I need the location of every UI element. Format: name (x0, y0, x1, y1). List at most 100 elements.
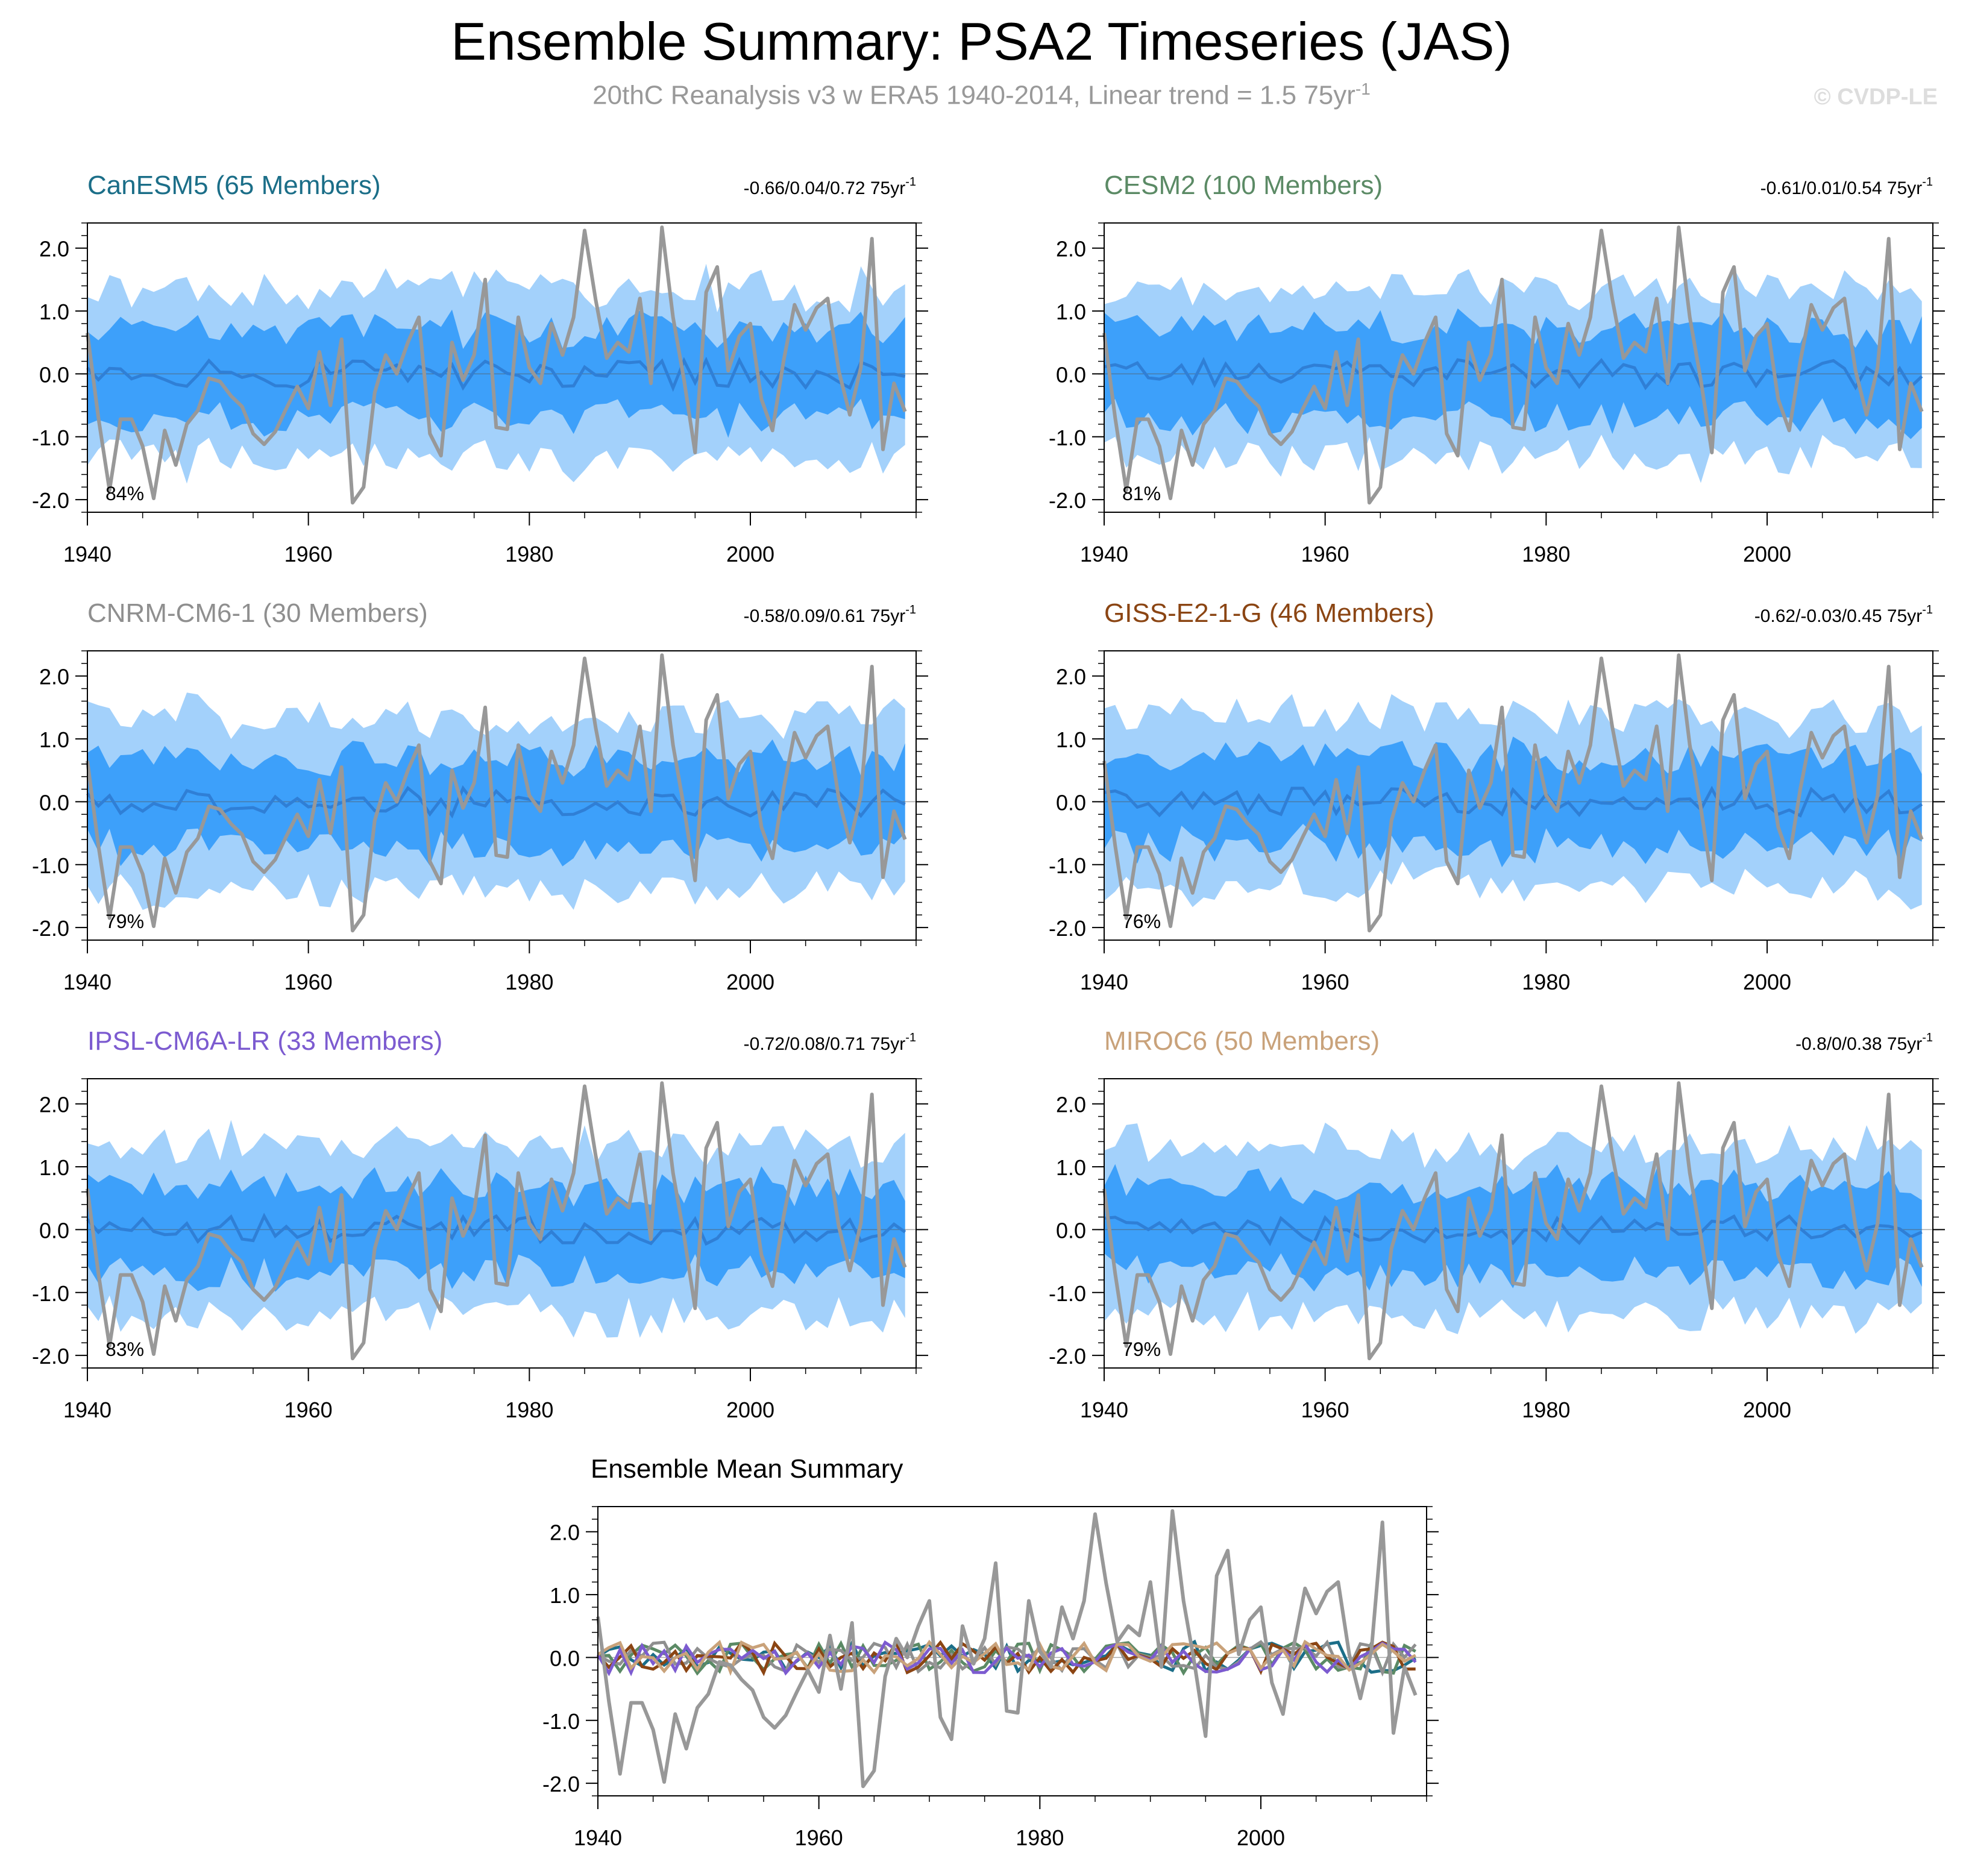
summary-line-ipsl-cm6a-lr (596, 1640, 1417, 1677)
plot-frame (87, 222, 917, 513)
y-tick-label: 0.0 (1056, 362, 1086, 387)
x-tick-label: 1960 (1301, 1398, 1349, 1422)
x-tick-label: 2000 (726, 970, 774, 994)
stats-exponent: -1 (1922, 175, 1933, 189)
y-tick-label: -1.0 (1049, 1281, 1086, 1306)
panel-stats: -0.58/0.09/0.61 75yr-1 (744, 603, 916, 626)
y-tick-label: 1.0 (1056, 1155, 1086, 1180)
stats-text: -0.72/0.08/0.71 75yr (744, 1034, 906, 1054)
x-tick-label: 1980 (1522, 970, 1570, 994)
ensemble-mean-line (86, 1212, 906, 1246)
x-tick-label: 1960 (1301, 542, 1349, 566)
stats-exponent: -1 (1922, 603, 1933, 616)
x-tick-label: 1980 (1522, 1398, 1570, 1422)
panel-percent: 83% (105, 1338, 144, 1360)
panel-cnrm-cm6-1: 2.0 1.0 0.0 -1.0 -2.0 1940 1960 1980 2000 CNRM-CM… (32, 598, 928, 994)
stats-exponent: -1 (905, 1031, 916, 1044)
observations-line (1102, 653, 1924, 933)
x-tick-label: 1940 (1080, 542, 1128, 566)
plot-frame (87, 1078, 917, 1369)
stats-text: -0.62/-0.03/0.45 75yr (1754, 606, 1923, 626)
y-tick-label: -2.0 (1049, 488, 1086, 513)
ensemble-inner-band (1104, 1164, 1922, 1292)
y-tick-label: 1.0 (39, 300, 69, 324)
y-tick-label: -1.0 (32, 853, 69, 878)
copyright-watermark: © CVDP-LE (1814, 84, 1938, 110)
x-tick-label: 1960 (795, 1825, 843, 1850)
panel-stats: -0.8/0/0.38 75yr-1 (1795, 1031, 1933, 1054)
x-tick-label: 1980 (1522, 542, 1570, 566)
panel-giss-e2-1-g: 2.0 1.0 0.0 -1.0 -2.0 1940 1960 1980 2000 GISS-E2… (1049, 598, 1945, 994)
stats-text: -0.61/0.01/0.54 75yr (1760, 178, 1923, 198)
y-tick-label: 2.0 (39, 665, 69, 689)
x-tick-label: 2000 (726, 542, 774, 566)
plot-frame (1104, 1078, 1933, 1369)
plot-frame (597, 1506, 1427, 1796)
stats-text: -0.8/0/0.38 75yr (1795, 1034, 1922, 1054)
y-tick-label: 0.0 (39, 1218, 69, 1243)
panel-title: MIROC6 (50 Members) (1104, 1026, 1380, 1056)
y-tick-label: 1.0 (39, 1155, 69, 1180)
y-tick-label: 1.0 (1056, 727, 1086, 752)
panel-percent: 79% (105, 911, 144, 932)
x-tick-label: 2000 (726, 1398, 774, 1422)
y-tick-label: 0.0 (39, 790, 69, 815)
x-tick-label: 1960 (284, 970, 333, 994)
observations-line (86, 1081, 907, 1361)
y-tick-label: 0.0 (1056, 1218, 1086, 1243)
y-tick-label: -2.0 (1049, 1344, 1086, 1369)
stats-exponent: -1 (905, 175, 916, 189)
y-tick-label: -1.0 (1049, 425, 1086, 450)
summary-panel: 2.0 1.0 0.0 -1.0 -2.0 1940 1960 1980 2000 Ensembl… (542, 1454, 1439, 1850)
y-tick-label: -2.0 (542, 1772, 580, 1796)
ensemble-mean-line (86, 356, 906, 392)
y-tick-label: -1.0 (32, 425, 69, 450)
y-tick-label: -2.0 (32, 488, 69, 513)
x-tick-label: 1980 (505, 970, 553, 994)
plot-frame (87, 650, 917, 941)
panel-percent: 76% (1122, 911, 1161, 932)
panel-canesm5: 2.0 1.0 0.0 -1.0 -2.0 1940 1960 1980 2000 CanESM5… (32, 171, 928, 566)
panel-stats: -0.61/0.01/0.54 75yr-1 (1760, 175, 1933, 198)
ensemble-mean-line (1104, 1214, 1923, 1246)
subtitle-text: 20thC Reanalysis v3 w ERA5 1940-2014, Li… (592, 80, 1355, 110)
ensemble-inner-band (87, 739, 905, 867)
x-tick-label: 1960 (284, 542, 333, 566)
subtitle-exponent: -1 (1355, 80, 1371, 98)
x-tick-label: 1940 (1080, 970, 1128, 994)
panel-stats: -0.72/0.08/0.71 75yr-1 (744, 1031, 916, 1054)
stats-text: -0.66/0.04/0.72 75yr (744, 178, 906, 198)
x-tick-label: 1960 (1301, 970, 1349, 994)
x-tick-label: 1940 (1080, 1398, 1128, 1422)
page-subtitle: 20thC Reanalysis v3 w ERA5 1940-2014, Li… (0, 80, 1963, 111)
panel-title: CanESM5 (65 Members) (87, 171, 381, 200)
panel-ipsl-cm6a-lr: 2.0 1.0 0.0 -1.0 -2.0 1940 1960 1980 2000 IPSL-CM… (32, 1026, 928, 1422)
ensemble-mean-line (1104, 785, 1923, 818)
plot-frame (1104, 222, 1933, 513)
y-tick-label: 2.0 (1056, 665, 1086, 689)
stats-exponent: -1 (905, 603, 916, 616)
ensemble-inner-band (87, 1166, 905, 1292)
panel-stats: -0.62/-0.03/0.45 75yr-1 (1754, 603, 1933, 626)
x-tick-label: 2000 (1743, 970, 1791, 994)
x-tick-label: 1980 (505, 542, 553, 566)
y-tick-label: 0.0 (1056, 790, 1086, 815)
panel-title: CESM2 (100 Members) (1104, 171, 1383, 200)
y-tick-label: 1.0 (39, 727, 69, 752)
observations-line (596, 1509, 1418, 1789)
x-tick-label: 1940 (63, 970, 111, 994)
y-tick-label: 2.0 (1056, 1093, 1086, 1117)
x-tick-label: 1980 (1016, 1825, 1064, 1850)
y-tick-label: 2.0 (39, 1093, 69, 1117)
y-tick-label: -2.0 (32, 916, 69, 941)
panel-percent: 84% (105, 483, 144, 504)
x-tick-label: 1980 (505, 1398, 553, 1422)
panel-percent: 79% (1122, 1338, 1161, 1360)
x-tick-label: 1940 (63, 542, 111, 566)
summary-line-miroc6 (597, 1639, 1416, 1677)
x-tick-label: 2000 (1743, 542, 1791, 566)
y-tick-label: -1.0 (32, 1281, 69, 1306)
stats-text: -0.58/0.09/0.61 75yr (744, 606, 906, 626)
y-tick-label: 2.0 (39, 237, 69, 262)
